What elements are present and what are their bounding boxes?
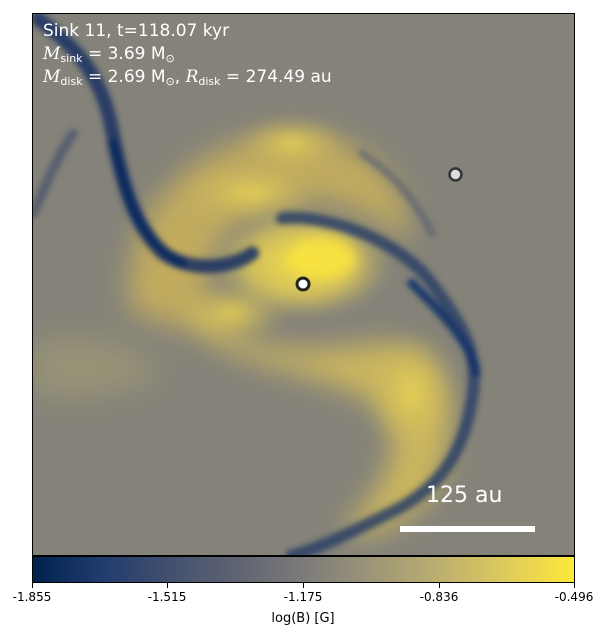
mdisk-unit: ⊙ <box>165 75 175 88</box>
sink-central <box>295 276 311 292</box>
rdisk-symbol: R <box>185 67 199 87</box>
sink-time-text: Sink 11, t=118.07 kyr <box>43 21 230 41</box>
magnetic-field-map: Sink 11, t=118.07 kyr Msink = 3.69 M⊙ Md… <box>32 13 575 556</box>
colorbar-tick-label: -1.515 <box>147 590 187 604</box>
colorbar-tick-label: -1.855 <box>12 590 52 604</box>
colorbar-tick <box>303 583 304 588</box>
msink-value: = 3.69 M <box>82 44 166 64</box>
colorbar-label: log(B) [G] <box>271 611 335 626</box>
colorbar-tick <box>167 583 168 588</box>
annotation-disk: Mdisk = 2.69 M⊙, Rdisk = 274.49 au <box>43 66 332 93</box>
colorbar <box>32 556 575 583</box>
mdisk-value: = 2.69 M <box>82 67 166 87</box>
colorbar-tick <box>32 583 33 588</box>
sink-companion <box>448 167 463 182</box>
mdisk-symbol: M <box>43 67 61 87</box>
rdisk-value: = 274.49 au <box>220 67 332 87</box>
annotation-sink-mass: Msink = 3.69 M⊙ <box>43 43 175 70</box>
mdisk-sub: disk <box>60 75 83 88</box>
rdisk-sub: disk <box>198 75 221 88</box>
scale-bar-label: 125 au <box>426 483 503 508</box>
msink-symbol: M <box>43 44 61 64</box>
msink-sub: sink <box>60 52 83 65</box>
annotation-time: Sink 11, t=118.07 kyr <box>43 20 229 42</box>
colorbar-tick <box>439 583 440 588</box>
colorbar-tick <box>574 583 575 588</box>
field-image <box>33 14 574 555</box>
colorbar-tick-label: -0.836 <box>419 590 459 604</box>
colorbar-tick-label: -1.175 <box>283 590 323 604</box>
msink-unit: ⊙ <box>165 52 175 65</box>
scale-bar <box>400 526 535 532</box>
colorbar-tick-label: -0.496 <box>554 590 594 604</box>
rdisk-sep: , <box>174 67 186 87</box>
